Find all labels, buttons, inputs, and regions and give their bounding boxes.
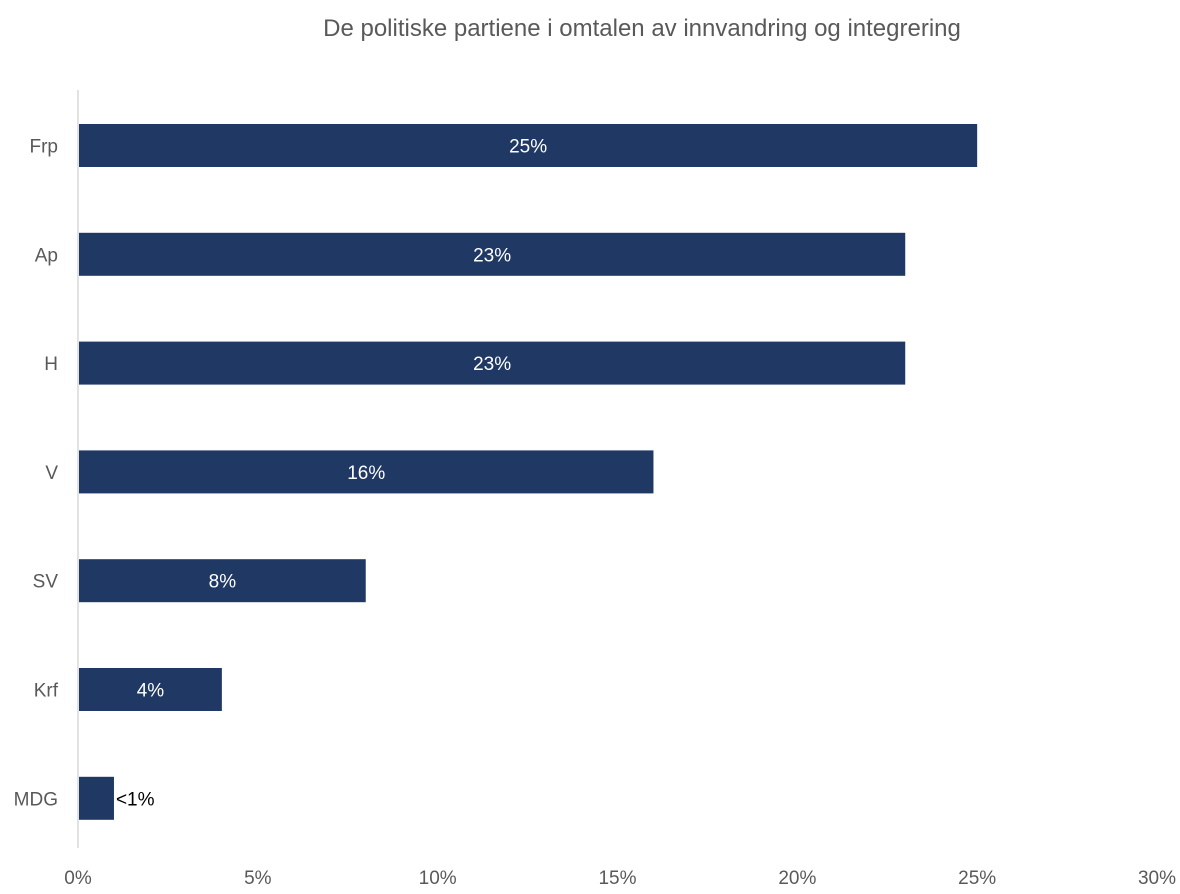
- bar-krf: [79, 668, 222, 711]
- bar-v: [79, 450, 654, 494]
- category-label-v: V: [45, 463, 58, 484]
- data-label-sv: 8%: [209, 572, 237, 593]
- category-label-mdg: MDG: [14, 789, 58, 810]
- data-label-mdg: <1%: [116, 789, 155, 810]
- x-tick-label: 20%: [778, 868, 816, 889]
- bar-mdg: [79, 776, 114, 820]
- data-label-h: 23%: [473, 354, 511, 375]
- category-label-krf: Krf: [34, 681, 59, 702]
- data-label-ap: 23%: [473, 245, 511, 266]
- x-tick-label: 0%: [64, 868, 92, 889]
- data-label-frp: 25%: [509, 137, 547, 158]
- category-label-ap: Ap: [35, 245, 58, 266]
- bar-sv: [79, 559, 366, 603]
- x-tick-label: 15%: [598, 868, 636, 889]
- x-tick-label: 25%: [958, 868, 996, 889]
- category-label-frp: Frp: [30, 137, 59, 158]
- data-label-krf: 4%: [137, 681, 165, 702]
- bar-ap: [79, 232, 906, 276]
- x-tick-label: 10%: [419, 868, 457, 889]
- data-label-v: 16%: [347, 463, 385, 484]
- category-label-h: H: [44, 354, 58, 375]
- chart-title: De politiske partiene i omtalen av innva…: [323, 15, 961, 42]
- bar-frp: [79, 124, 978, 167]
- bar-h: [79, 341, 906, 385]
- x-tick-label: 30%: [1138, 868, 1176, 889]
- x-tick-label: 5%: [244, 868, 272, 889]
- category-label-sv: SV: [33, 572, 59, 593]
